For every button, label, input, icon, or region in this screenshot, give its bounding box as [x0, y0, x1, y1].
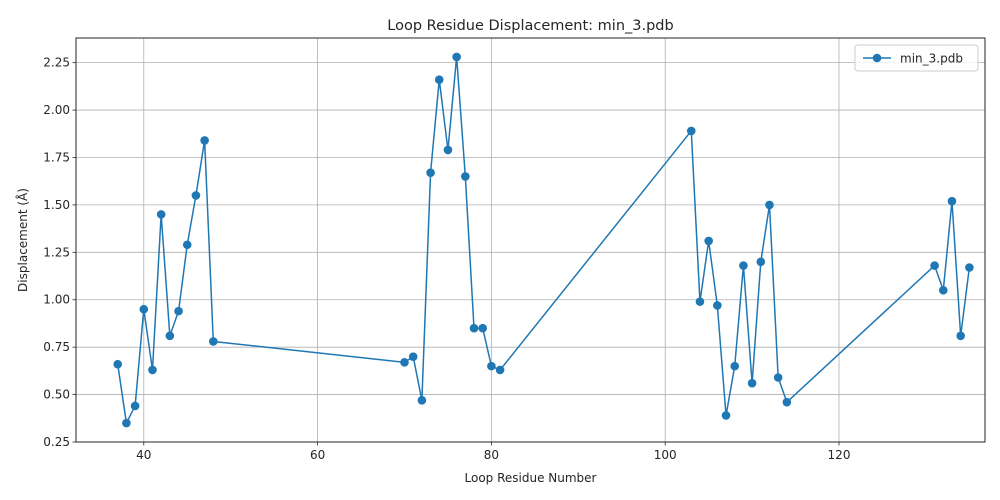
chart-title: Loop Residue Displacement: min_3.pdb: [387, 18, 673, 34]
y-tick-label: 1.00: [43, 293, 70, 307]
grid-lines: [76, 38, 985, 443]
legend: min_3.pdb: [854, 44, 979, 72]
data-point: [478, 323, 488, 333]
y-tick-label: 1.50: [43, 198, 70, 212]
data-point: [191, 191, 201, 200]
data-point: [782, 397, 792, 407]
data-point: [417, 395, 427, 405]
plot-area-frame: [75, 37, 986, 443]
data-point: [400, 358, 409, 367]
data-point: [148, 365, 157, 375]
legend-box: [854, 44, 979, 72]
data-point: [443, 145, 453, 155]
x-tick-label: 80: [484, 448, 499, 462]
data-point: [695, 297, 705, 306]
y-axis-label: Displacement (Å): [15, 188, 30, 292]
y-tick-label: 1.75: [43, 150, 70, 164]
data-point: [426, 168, 435, 177]
data-point: [174, 306, 183, 316]
data-point: [686, 126, 696, 136]
data-point: [182, 240, 192, 250]
data-point: [452, 52, 461, 62]
legend-marker: [872, 53, 882, 63]
data-point: [730, 361, 740, 371]
data-point: [408, 352, 418, 361]
data-point: [209, 337, 218, 346]
series-line: [116, 56, 971, 424]
data-point: [434, 75, 444, 85]
x-tick-label: 60: [310, 448, 325, 462]
legend-label: min_3.pdb: [900, 52, 963, 66]
data-point: [965, 263, 974, 272]
data-point: [487, 361, 496, 371]
y-tick-label: 2.25: [43, 56, 70, 70]
y-tick-label: 0.50: [43, 388, 70, 402]
y-axis-ticks: 0.25 0.50 0.75 1.00 1.25 1.50 1.75 2.00 2.25: [43, 56, 76, 449]
x-axis-label: Loop Residue Number: [465, 471, 597, 485]
data-point: [461, 172, 470, 181]
data-point: [113, 359, 123, 369]
data-point: [130, 401, 140, 411]
data-point: [139, 304, 149, 314]
data-point: [469, 323, 479, 333]
data-point: [956, 331, 965, 341]
y-tick-label: 1.25: [43, 245, 70, 259]
data-point: [495, 365, 505, 375]
y-tick-label: 2.00: [43, 103, 70, 117]
data-point: [165, 331, 175, 341]
data-point: [200, 136, 209, 145]
x-tick-label: 40: [136, 448, 151, 462]
y-tick-label: 0.75: [43, 340, 70, 354]
data-point: [747, 378, 757, 388]
x-tick-label: 100: [654, 448, 677, 462]
data-point: [156, 210, 166, 219]
data-point: [930, 261, 939, 270]
x-tick-label: 120: [828, 448, 851, 462]
data-point: [122, 418, 131, 428]
data-point: [704, 236, 713, 246]
data-point: [713, 301, 722, 310]
data-point: [773, 373, 783, 382]
data-point: [947, 196, 957, 206]
data-point: [721, 411, 731, 420]
data-point: [756, 257, 766, 267]
data-point: [739, 261, 748, 270]
y-tick-label: 0.25: [43, 435, 70, 449]
x-axis-ticks: 40 60 80 100 120: [136, 442, 850, 462]
data-point: [765, 200, 774, 210]
data-point: [938, 285, 948, 295]
series-group: [113, 52, 974, 428]
